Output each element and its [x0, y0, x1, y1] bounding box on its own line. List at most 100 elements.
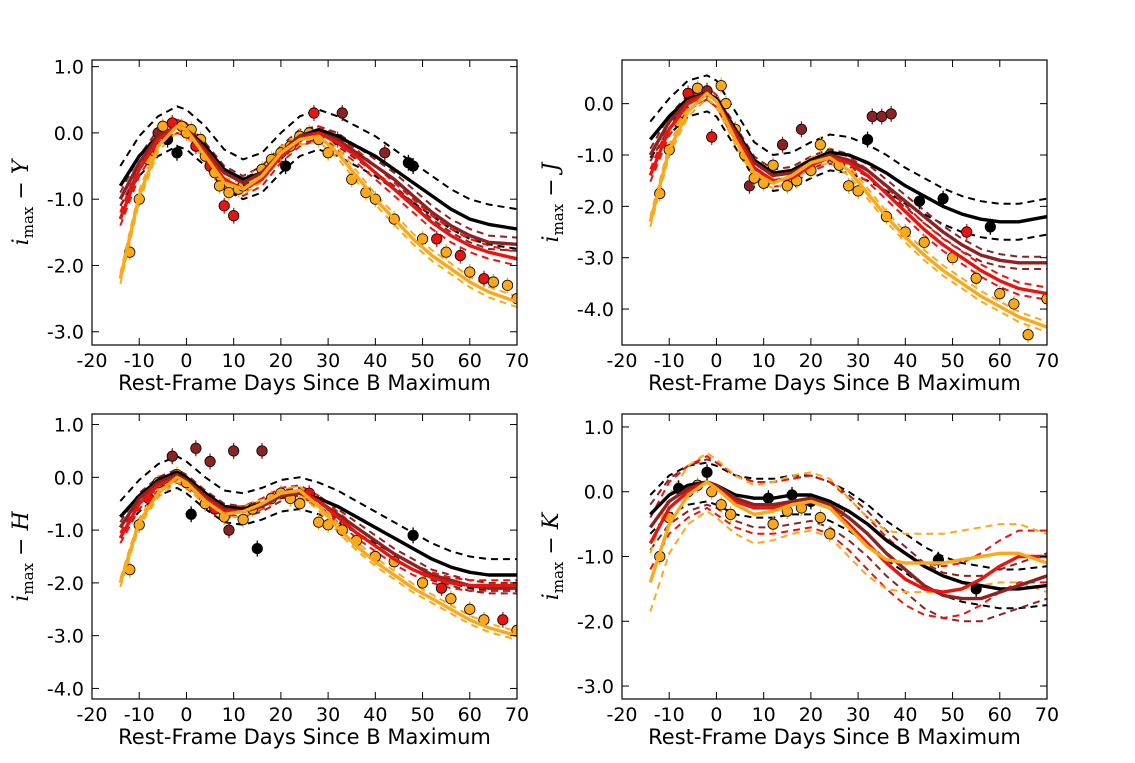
series-band-black	[649, 500, 1047, 610]
data-point	[918, 236, 930, 248]
series-band-orange	[649, 86, 1047, 323]
series-band-black	[649, 74, 1047, 205]
x-tick-label: 50	[940, 350, 964, 372]
data-point	[970, 272, 982, 284]
data-point	[379, 147, 391, 159]
x-tick-label: 0	[710, 350, 722, 372]
x-tick-label: 70	[505, 350, 529, 372]
y-tick-label: -1.0	[577, 547, 614, 569]
panel-bottom-right: -20 -10 0 10 20 30 40 50 60 70 1.0 0.0 -1.0 -2.0 -3.0 R…	[539, 413, 1059, 749]
data-point	[814, 139, 826, 151]
data-point	[171, 147, 183, 159]
data-point	[407, 160, 419, 172]
series-line-brown	[118, 473, 517, 590]
series-band-orange	[119, 471, 517, 633]
y-tick-label: -3.0	[47, 626, 84, 648]
y-tick-label: -3.0	[47, 322, 84, 344]
x-tick-label: 50	[410, 704, 434, 726]
y-tick-label: 0.0	[584, 482, 614, 504]
series-line-orange	[648, 91, 1047, 329]
x-tick-label: 50	[410, 350, 434, 372]
y-tick-label: -1.0	[47, 520, 84, 542]
series-band-black	[119, 486, 517, 592]
x-tick-label: 70	[1035, 704, 1059, 726]
x-tick-label: 30	[316, 350, 340, 372]
data-point	[223, 186, 235, 199]
data-point	[994, 288, 1006, 300]
y-tick-label: 0.0	[584, 94, 614, 116]
data-point	[218, 200, 230, 212]
plot-area	[118, 440, 517, 641]
data-point	[984, 221, 996, 233]
y-tick-label: -2.0	[47, 573, 84, 595]
plot-area	[118, 105, 517, 309]
data-point	[190, 442, 202, 454]
plot-frame	[91, 59, 518, 346]
y-tick-label: -2.0	[577, 196, 614, 218]
x-axis-title: Rest-Frame Days Since B Maximum	[118, 371, 491, 395]
y-tick-label: -1.0	[47, 189, 84, 211]
y-tick-label: 0.0	[54, 467, 84, 489]
x-tick-label: 40	[363, 704, 387, 726]
data-point	[795, 123, 808, 135]
data-point	[416, 233, 429, 245]
data-point	[308, 107, 320, 119]
data-point	[767, 159, 779, 171]
x-tick-label: -20	[606, 704, 637, 726]
x-tick-label: 20	[799, 704, 823, 726]
series-band-red	[649, 506, 1047, 620]
data-point	[885, 108, 897, 120]
data-point	[228, 210, 240, 222]
x-tick-label: 30	[846, 350, 870, 372]
data-point	[691, 82, 704, 94]
data-point	[866, 110, 878, 123]
x-tick-label: 40	[893, 350, 917, 372]
x-axis-title: Rest-Frame Days Since B Maximum	[648, 725, 1021, 749]
x-tick-label: 20	[269, 350, 293, 372]
data-point	[1041, 293, 1047, 305]
data-point	[497, 614, 509, 626]
data-point	[464, 266, 476, 278]
y-tick-label: -4.0	[577, 299, 614, 321]
data-point	[913, 195, 926, 207]
data-point	[228, 445, 240, 457]
data-point	[715, 499, 727, 511]
data-point	[876, 110, 888, 123]
data-point	[416, 577, 429, 589]
data-point	[861, 133, 874, 146]
y-tick-label: -3.0	[577, 676, 614, 698]
plot-frame	[91, 413, 518, 700]
x-tick-label: 40	[363, 350, 387, 372]
y-tick-label: 1.0	[54, 415, 84, 437]
data-point	[937, 193, 949, 205]
plot-area	[648, 451, 1047, 623]
data-point	[256, 445, 268, 457]
y-tick-label: -4.0	[47, 678, 84, 700]
data-point	[961, 226, 973, 238]
data-point	[725, 508, 737, 520]
x-tick-label: 60	[458, 350, 482, 372]
data-point	[478, 273, 490, 285]
data-point	[501, 279, 514, 291]
x-tick-label: 10	[222, 350, 246, 372]
series-band-black	[119, 145, 517, 250]
x-tick-label: -10	[124, 350, 155, 372]
y-tick-label: 1.0	[584, 417, 614, 439]
x-tick-label: -20	[606, 350, 637, 372]
data-point	[166, 450, 178, 462]
series-band-orange	[649, 97, 1047, 334]
data-point	[814, 512, 826, 524]
panel-top-right: -20 -10 0 10 20 30 40 50 60 70 0.0 -1.0 -2.0 -3.0 -4.0…	[539, 59, 1059, 395]
data-point	[701, 466, 713, 478]
series-band-black	[649, 461, 1047, 571]
x-tick-label: 30	[846, 704, 870, 726]
x-tick-label: 0	[180, 704, 192, 726]
data-point	[431, 233, 443, 245]
data-point	[407, 529, 419, 541]
data-point	[251, 542, 263, 555]
x-tick-label: 10	[222, 704, 246, 726]
y-tick-label: -3.0	[577, 248, 614, 270]
data-point	[435, 582, 448, 594]
series-line-orange	[118, 124, 517, 304]
x-tick-label: -20	[76, 704, 107, 726]
